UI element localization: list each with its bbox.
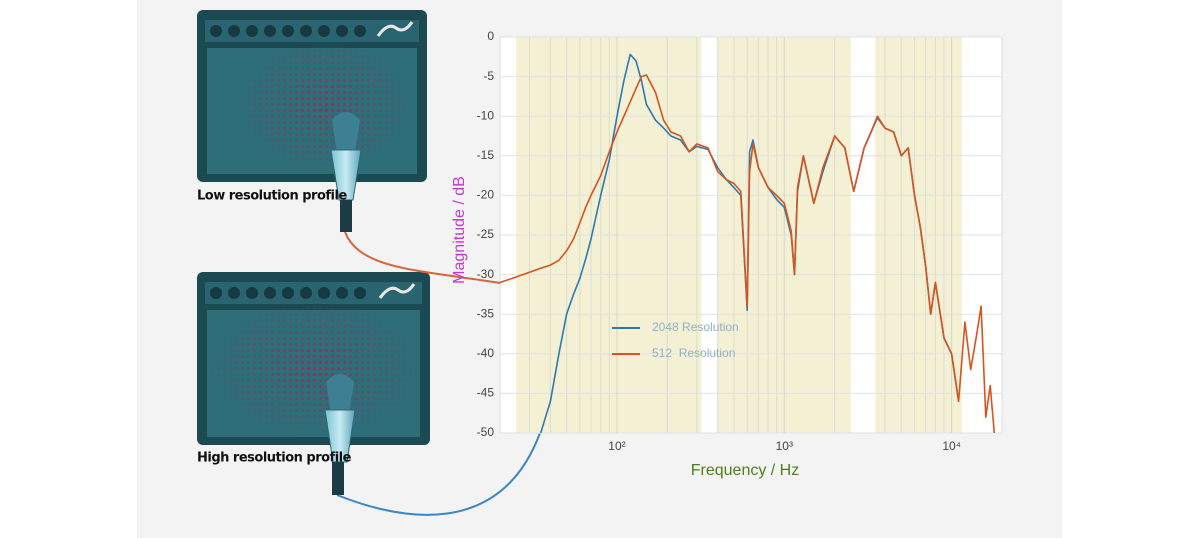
- cable-low: [344, 231, 501, 284]
- y-tick-label: -25: [477, 227, 495, 241]
- y-tick-label: -30: [477, 267, 495, 281]
- profile-label: High resolution profile: [197, 451, 352, 466]
- y-axis-label: Magnitude / dB: [451, 176, 468, 284]
- cable-high: [336, 432, 541, 516]
- x-axis-label: Frequency / Hz: [691, 462, 799, 479]
- amp-illustration-low: [197, 10, 427, 182]
- y-tick-label: -45: [477, 386, 495, 400]
- y-tick-label: -5: [483, 69, 494, 83]
- y-tick-label: -20: [477, 188, 495, 202]
- y-tick-label: 0: [487, 29, 494, 43]
- microphone-high: [324, 374, 356, 495]
- y-tick-label: -50: [477, 425, 495, 439]
- x-tick-label: 10²: [608, 439, 625, 453]
- y-tick-label: -40: [477, 346, 495, 360]
- x-tick-label: 10⁴: [942, 439, 961, 453]
- y-tick-label: -10: [477, 108, 495, 122]
- x-tick-label: 10³: [776, 439, 793, 453]
- profile-label: Low resolution profile: [197, 189, 347, 204]
- microphone-low: [330, 112, 362, 232]
- amp-illustration-high: [197, 272, 430, 445]
- legend-label: 2048 Resolution: [652, 320, 739, 334]
- y-tick-label: -35: [477, 306, 495, 320]
- legend-label: 512 Resolution: [652, 346, 735, 360]
- series-line: [500, 74, 996, 433]
- y-tick-label: -15: [477, 148, 495, 162]
